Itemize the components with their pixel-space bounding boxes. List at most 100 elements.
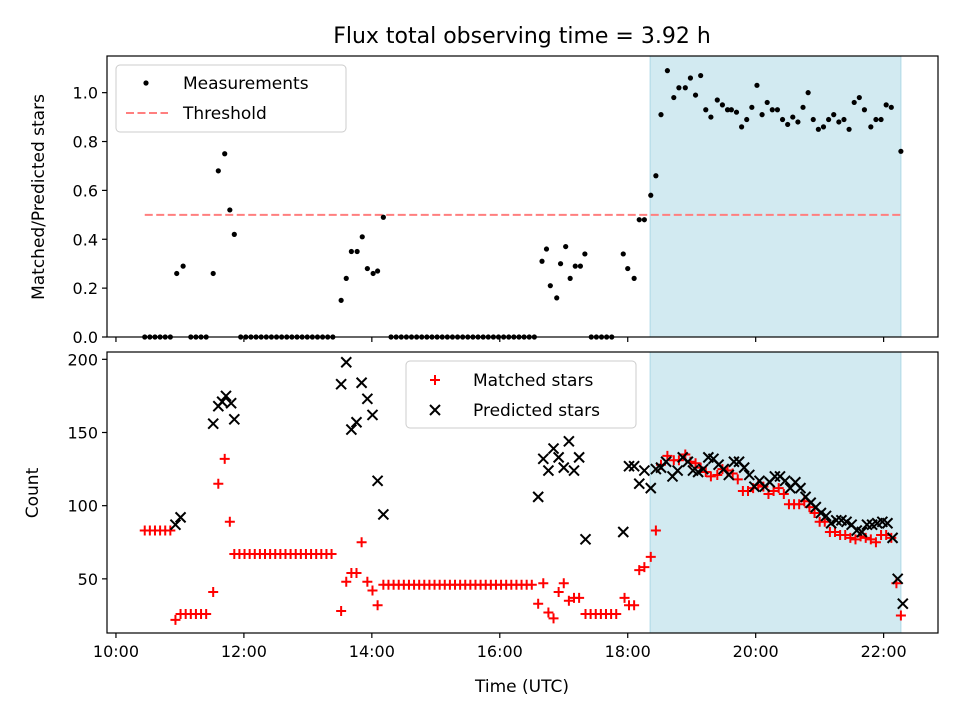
ratio-y-axis-label: Matched/Predicted stars (29, 94, 49, 300)
predicted-star-point (682, 456, 694, 468)
measurement-point (739, 124, 745, 130)
predicted-star-point (697, 463, 709, 475)
legend-box (405, 360, 637, 429)
measurement-point (754, 82, 760, 88)
ratio-legend: Measurements Threshold (115, 64, 347, 133)
matched-star-point (372, 600, 383, 611)
predicted-star-point (820, 510, 832, 522)
measurement-point (744, 116, 750, 123)
count-y-tick-label: 150 (67, 423, 98, 442)
measurement-point (749, 104, 755, 110)
measurement-point (790, 114, 796, 120)
predicted-star-point (340, 356, 352, 368)
predicted-star-point (891, 573, 904, 585)
measurement-point (851, 99, 857, 106)
predicted-star-point (856, 526, 868, 538)
predicted-star-point (169, 518, 182, 531)
measurement-point (810, 116, 816, 123)
matched-star-point (840, 529, 851, 540)
measurement-point (687, 75, 694, 81)
measurement-point (733, 109, 740, 115)
measurement-point (375, 268, 381, 274)
predicted-star-point (345, 423, 358, 436)
matched-star-point (773, 483, 784, 494)
predicted-star-point (779, 475, 791, 487)
measurement-point (698, 72, 704, 79)
matched-star-point (558, 578, 569, 589)
matched-star-point (533, 598, 544, 609)
measurement-point (348, 248, 354, 255)
x-axis-label: Time (UTC) (474, 677, 569, 697)
measurement-point (868, 124, 874, 130)
measurement-point (805, 90, 811, 96)
measurement-point (547, 283, 553, 289)
matched-star-point (213, 478, 224, 489)
predicted-star-point (228, 413, 241, 426)
ratio-y-tick-label: 0.2 (73, 279, 98, 298)
measurement-point (380, 214, 386, 220)
matched-star-point (645, 551, 656, 562)
measurement-point (676, 85, 682, 91)
matched-star-point (356, 537, 367, 548)
count-y-tick-label: 100 (67, 497, 98, 516)
measurement-point (785, 121, 791, 128)
matched-star-point (634, 565, 645, 576)
matched-star-point (224, 516, 235, 527)
measurement-point (846, 126, 852, 132)
predicted-star-point (220, 390, 232, 402)
matched-star-point (778, 488, 789, 499)
predicted-star-point (174, 511, 187, 524)
matched-star-point (208, 587, 219, 598)
predicted-star-point (660, 456, 672, 468)
matched-star-point (362, 576, 373, 587)
measurement-point (227, 207, 233, 213)
measurement-point (582, 251, 588, 257)
matched-star-point (845, 532, 856, 543)
predicted-star-point (671, 464, 684, 477)
matched-star-point (367, 585, 378, 596)
count-y-tick-label: 50 (78, 570, 98, 589)
measurement-point (820, 124, 827, 130)
x-tick-label: 18:00 (605, 642, 651, 661)
matched-star-point (548, 613, 559, 624)
matched-star-point (553, 587, 564, 598)
measurement-point (180, 263, 186, 269)
measurement-point (174, 270, 180, 277)
ratio-axes-frame (106, 55, 939, 338)
predicted-star-point (633, 478, 645, 490)
matched-star-point (574, 592, 585, 603)
matched-star-point (629, 600, 640, 611)
measurement-point (883, 102, 889, 108)
matched-star-point (538, 578, 549, 589)
legend-predicted-marker (429, 404, 441, 416)
predicted-star-point (563, 435, 575, 447)
measurement-point (577, 263, 583, 269)
matched-star-point (794, 499, 805, 510)
predicted-star-point (537, 453, 549, 465)
measurement-point (572, 263, 578, 269)
measurement-point (338, 297, 344, 303)
ratio-observing-window (649, 55, 902, 338)
measurement-point (671, 94, 677, 101)
measurement-point (631, 275, 637, 281)
predicted-star-point (881, 517, 894, 529)
predicted-star-point (617, 526, 629, 538)
matched-star-point (865, 534, 876, 545)
measurement-point (764, 99, 770, 106)
predicted-star-point (542, 464, 555, 477)
ratio-y-tick-label: 0.8 (73, 133, 98, 152)
measurement-point (563, 243, 569, 250)
predicted-star-point (638, 464, 651, 477)
predicted-star-point (355, 377, 368, 389)
matched-star-point (336, 606, 347, 617)
measurement-point (769, 107, 775, 113)
predicted-star-point (547, 442, 560, 455)
measurement-point (215, 168, 221, 174)
predicted-star-point (769, 470, 781, 483)
measurement-point (210, 270, 216, 277)
measurement-point (539, 258, 545, 264)
x-tick-label: 12:00 (221, 642, 267, 661)
predicted-star-point (738, 461, 750, 474)
predicted-star-point (628, 460, 640, 472)
